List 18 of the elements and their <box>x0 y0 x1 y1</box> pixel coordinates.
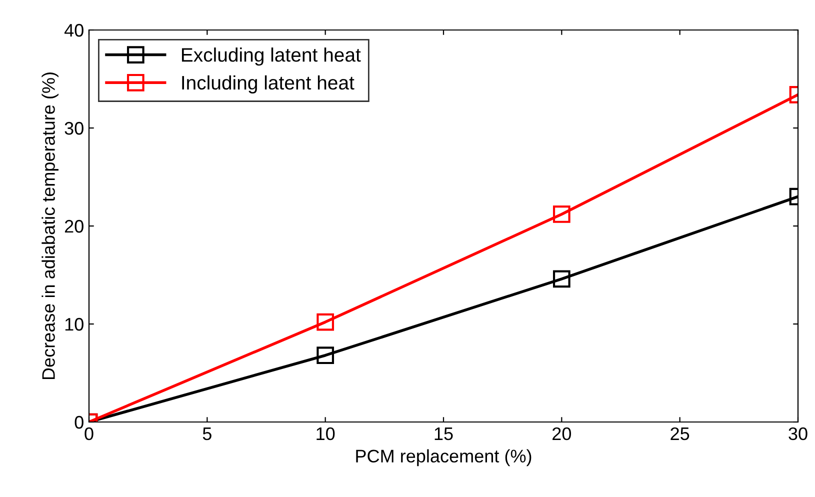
x-tick-label: 30 <box>788 427 808 440</box>
x-tick-label: 10 <box>316 427 335 440</box>
x-tick-label: 20 <box>552 427 572 440</box>
x-tick-label: 0 <box>84 427 94 440</box>
x-tick-label: 5 <box>202 428 212 440</box>
y-tick-label: 30 <box>64 122 84 135</box>
legend-label: Including latent heat <box>182 75 354 94</box>
y-tick-label: 20 <box>64 220 84 233</box>
y-axis-title: Decrease in adiabatic temperature (%) <box>42 72 58 380</box>
y-tick-label: 40 <box>64 24 84 37</box>
y-tick-label: 0 <box>74 416 84 429</box>
x-axis-title: PCM replacement (%) <box>356 449 532 466</box>
point <box>316 346 334 364</box>
legend-label: Excluding latent heat <box>182 48 361 66</box>
x-tick-label: 15 <box>434 428 453 440</box>
y-tick-label: 10 <box>65 318 84 331</box>
x-tick-label: 25 <box>670 427 690 440</box>
point <box>316 313 334 331</box>
